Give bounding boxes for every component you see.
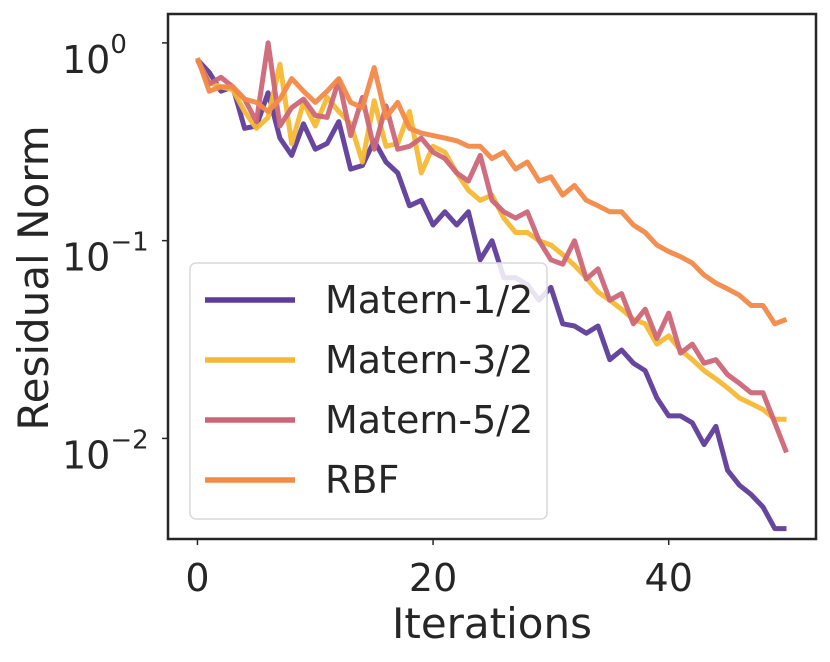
x-axis-label: Iterations [392,599,592,648]
legend-box [189,262,548,520]
series-rbf [195,57,788,327]
series-line-matern-5-2 [195,40,789,454]
legend-label-matern-3-2: Matern-3/2 [325,338,533,382]
series-line-matern-1-2 [195,58,787,532]
series-matern-5-2 [195,40,789,454]
x-tick-label: 20 [409,556,457,600]
x-ticks: 0 20 40 [185,539,693,600]
legend: Matern-1/2 Matern-3/2 Matern-5/2 RBF [189,262,548,520]
plot-frame [166,12,818,541]
legend-label-matern-1-2: Matern-1/2 [325,278,533,322]
y-axis-label: Residual Norm [9,125,58,430]
y-tick-label: 100 [62,30,127,82]
series-layer [195,40,789,532]
x-tick-label: 0 [185,556,209,600]
y-ticks: 100 10−1 10−2 [62,30,168,477]
series-matern-1-2 [195,58,787,532]
legend-label-rbf: RBF [325,458,399,502]
x-tick-label: 40 [645,556,693,600]
series-line-rbf [195,57,788,327]
y-tick-label: 10−1 [62,228,149,280]
y-tick-label: 10−2 [62,425,149,477]
legend-label-matern-5-2: Matern-5/2 [325,398,533,442]
